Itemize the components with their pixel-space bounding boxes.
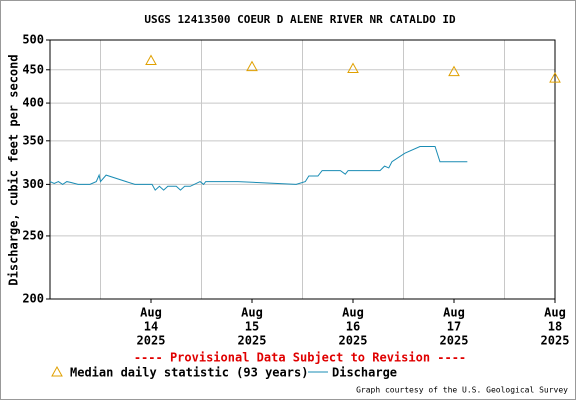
x-tick-label: 2025 [541, 334, 570, 348]
plot-frame [49, 39, 556, 300]
x-tick-label: 2025 [137, 334, 166, 348]
median-marker [448, 65, 460, 77]
y-tick-label: 200 [22, 292, 44, 306]
legend-label: Discharge [332, 366, 397, 380]
annotation: ---- Provisional Data Subject to Revisio… [134, 351, 466, 365]
x-tick-label: 18 [548, 320, 562, 334]
median-marker [347, 62, 359, 74]
x-tick-label: 17 [447, 320, 461, 334]
y-tick-label: 350 [22, 133, 44, 147]
x-tick-label: 15 [245, 320, 259, 334]
x-tick-label: Aug [342, 306, 364, 320]
median-marker [145, 54, 157, 66]
x-tick-label: Aug [140, 306, 162, 320]
x-tick-label: Aug [241, 306, 263, 320]
x-tick-label: Aug [544, 306, 566, 320]
median-marker [246, 60, 258, 72]
x-tick-label: 2025 [339, 334, 368, 348]
chart-title: USGS 12413500 COEUR D ALENE RIVER NR CAT… [144, 13, 456, 26]
x-tick-label: 2025 [238, 334, 267, 348]
y-tick-label: 250 [22, 228, 44, 242]
y-tick-label: 300 [22, 177, 44, 191]
y-tick-label: 400 [22, 96, 44, 110]
legend-marker [51, 365, 63, 377]
discharge-line [49, 146, 468, 191]
x-tick-label: Aug [443, 306, 465, 320]
credit: Graph courtesy of the U.S. Geological Su… [356, 386, 568, 395]
y-axis-title: Discharge, cubic feet per second [7, 54, 21, 285]
y-tick-label: 450 [22, 62, 44, 76]
x-tick-label: 14 [144, 320, 158, 334]
legend-label: Median daily statistic (93 years) [70, 366, 308, 380]
median-marker [549, 72, 561, 83]
x-tick-label: 16 [346, 320, 360, 334]
x-tick-label: 2025 [440, 334, 469, 348]
y-tick-label: 500 [22, 33, 44, 47]
